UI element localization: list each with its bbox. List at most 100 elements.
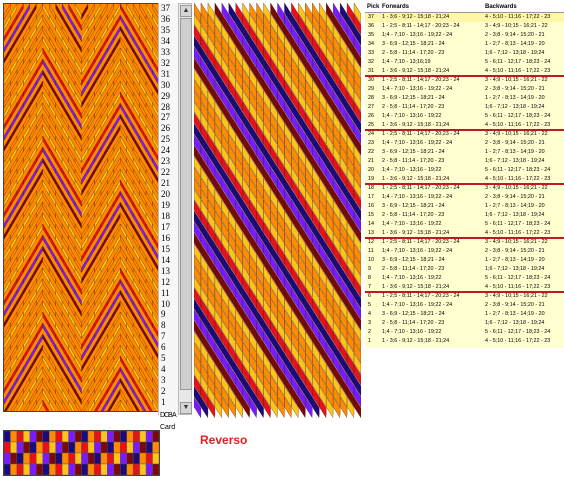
- threading-grid[interactable]: [3, 430, 160, 476]
- threading-cell[interactable]: [120, 463, 127, 475]
- threading-cell[interactable]: [139, 452, 147, 465]
- threading-cell[interactable]: [81, 441, 89, 454]
- threading-cell[interactable]: [10, 452, 18, 465]
- threading-cell[interactable]: [42, 452, 50, 465]
- threading-cell[interactable]: [152, 463, 159, 475]
- front-draft-canvas[interactable]: [4, 4, 159, 411]
- threading-cell[interactable]: [100, 441, 108, 454]
- threading-cell[interactable]: [87, 452, 95, 465]
- threading-cell[interactable]: [132, 463, 140, 475]
- threading-cell[interactable]: [4, 431, 11, 443]
- threading-cell[interactable]: [23, 463, 31, 475]
- threading-cell[interactable]: [49, 463, 56, 475]
- threading-cell[interactable]: [10, 441, 18, 454]
- threading-cell[interactable]: [126, 441, 134, 454]
- threading-cell[interactable]: [16, 431, 24, 443]
- threading-cell[interactable]: [94, 463, 102, 475]
- threading-cell[interactable]: [68, 463, 76, 475]
- threading-cell[interactable]: [87, 431, 95, 443]
- threading-cell[interactable]: [74, 441, 82, 454]
- threading-cell[interactable]: [100, 463, 108, 475]
- threading-cell[interactable]: [120, 452, 127, 465]
- threading-cell[interactable]: [42, 431, 50, 443]
- threading-cell[interactable]: [61, 452, 69, 465]
- threading-cell[interactable]: [107, 431, 114, 443]
- threading-cell[interactable]: [87, 441, 95, 454]
- threading-cell[interactable]: [68, 431, 76, 443]
- back-draft-canvas[interactable]: [194, 3, 361, 421]
- threading-cell[interactable]: [126, 452, 134, 465]
- threading-cell[interactable]: [61, 431, 69, 443]
- threading-cell[interactable]: [55, 431, 63, 443]
- threading-cell[interactable]: [139, 441, 147, 454]
- threading-cell[interactable]: [145, 452, 153, 465]
- threading-cell[interactable]: [145, 441, 153, 454]
- threading-cell[interactable]: [87, 463, 95, 475]
- threading-cell[interactable]: [29, 452, 37, 465]
- vertical-scrollbar[interactable]: ▲ ▼: [178, 3, 192, 415]
- threading-cell[interactable]: [74, 463, 82, 475]
- threading-cell[interactable]: [145, 463, 153, 475]
- threading-cell[interactable]: [74, 452, 82, 465]
- threading-cell[interactable]: [55, 452, 63, 465]
- threading-cell[interactable]: [132, 431, 140, 443]
- threading-cell[interactable]: [74, 431, 82, 443]
- threading-cell[interactable]: [68, 441, 76, 454]
- threading-cell[interactable]: [36, 431, 43, 443]
- threading-cell[interactable]: [55, 463, 63, 475]
- threading-cell[interactable]: [113, 431, 121, 443]
- threading-cell[interactable]: [145, 431, 153, 443]
- threading-cell[interactable]: [49, 431, 56, 443]
- threading-cell[interactable]: [81, 452, 89, 465]
- threading-cell[interactable]: [126, 431, 134, 443]
- threading-cell[interactable]: [132, 441, 140, 454]
- scroll-up-arrow-icon[interactable]: ▲: [180, 5, 192, 17]
- threading-cell[interactable]: [36, 441, 43, 454]
- threading-cell[interactable]: [120, 441, 127, 454]
- threading-cell[interactable]: [139, 463, 147, 475]
- threading-cell[interactable]: [100, 431, 108, 443]
- threading-cell[interactable]: [94, 431, 102, 443]
- threading-cell[interactable]: [42, 441, 50, 454]
- threading-cell[interactable]: [61, 463, 69, 475]
- threading-cell[interactable]: [94, 441, 102, 454]
- threading-cell[interactable]: [61, 441, 69, 454]
- threading-cell[interactable]: [29, 431, 37, 443]
- scroll-down-arrow-icon[interactable]: ▼: [180, 402, 192, 414]
- threading-cell[interactable]: [132, 452, 140, 465]
- threading-cell[interactable]: [107, 463, 114, 475]
- threading-cell[interactable]: [55, 441, 63, 454]
- threading-cell[interactable]: [42, 463, 50, 475]
- threading-cell[interactable]: [23, 441, 31, 454]
- threading-cell[interactable]: [113, 452, 121, 465]
- threading-cell[interactable]: [36, 463, 43, 475]
- weaving-front-view[interactable]: [3, 3, 160, 412]
- weaving-back-view[interactable]: [194, 3, 361, 421]
- threading-cell[interactable]: [49, 452, 56, 465]
- threading-cell[interactable]: [126, 463, 134, 475]
- threading-cell[interactable]: [23, 452, 31, 465]
- threading-cell[interactable]: [23, 431, 31, 443]
- threading-cell[interactable]: [4, 463, 11, 475]
- threading-cell[interactable]: [16, 452, 24, 465]
- threading-cell[interactable]: [81, 431, 89, 443]
- threading-cell[interactable]: [100, 452, 108, 465]
- threading-cell[interactable]: [4, 452, 11, 465]
- threading-cell[interactable]: [49, 441, 56, 454]
- threading-cell[interactable]: [107, 441, 114, 454]
- threading-cell[interactable]: [4, 441, 11, 454]
- scrollbar-thumb[interactable]: [180, 18, 192, 390]
- threading-cell[interactable]: [68, 452, 76, 465]
- threading-cell[interactable]: [10, 431, 18, 443]
- threading-canvas[interactable]: [4, 431, 159, 475]
- threading-cell[interactable]: [139, 431, 147, 443]
- threading-cell[interactable]: [10, 463, 18, 475]
- threading-cell[interactable]: [16, 441, 24, 454]
- threading-cell[interactable]: [29, 441, 37, 454]
- threading-cell[interactable]: [113, 441, 121, 454]
- threading-cell[interactable]: [36, 452, 43, 465]
- threading-cell[interactable]: [107, 452, 114, 465]
- threading-cell[interactable]: [81, 463, 89, 475]
- threading-cell[interactable]: [16, 463, 24, 475]
- threading-cell[interactable]: [120, 431, 127, 443]
